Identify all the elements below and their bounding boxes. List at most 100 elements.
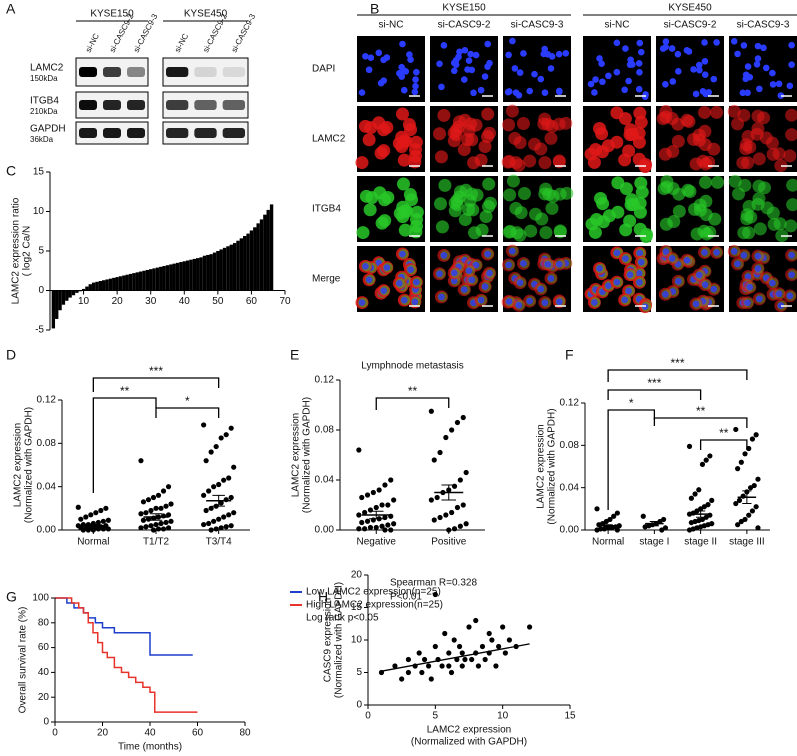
cell <box>482 177 496 191</box>
cell-line-label: KYSE150 <box>90 9 134 20</box>
point <box>747 485 754 491</box>
x-tick-label: Negative <box>357 537 397 548</box>
significance-bracket <box>155 407 220 418</box>
nucleus <box>746 283 754 291</box>
cell-line-label: KYSE450 <box>184 9 228 20</box>
y-axis-label: (Normalized with GAPDH) <box>547 408 558 524</box>
band <box>194 128 217 138</box>
nucleus <box>769 279 776 287</box>
cell <box>397 153 411 167</box>
point <box>601 526 608 532</box>
nucleus <box>398 63 405 71</box>
cell <box>786 178 797 192</box>
x-axis-label: LAMC2 expression <box>427 725 511 736</box>
regression-line <box>381 643 530 672</box>
point <box>426 663 432 669</box>
point <box>208 527 214 533</box>
panel-label: B <box>370 1 379 17</box>
nucleus <box>788 61 795 68</box>
cell <box>410 205 424 219</box>
point <box>148 523 154 529</box>
point <box>707 453 713 459</box>
cell <box>358 119 372 133</box>
y-tick-label: 0.04 <box>37 481 57 492</box>
annotation: Spearman R=0.328 <box>390 578 477 589</box>
cell <box>359 189 373 203</box>
nucleus <box>365 66 373 74</box>
cell <box>542 187 556 201</box>
point <box>738 518 744 525</box>
y-axis-label: LAMC2 expression <box>13 423 24 507</box>
point <box>421 656 428 663</box>
point <box>431 517 437 523</box>
nucleus <box>413 68 420 76</box>
cell <box>659 217 673 231</box>
nucleus <box>412 76 419 83</box>
cell <box>773 217 787 231</box>
cell <box>742 226 756 240</box>
nucleus <box>769 69 776 77</box>
point <box>367 524 374 531</box>
cell <box>395 107 409 121</box>
cell <box>482 126 496 140</box>
point <box>749 436 756 442</box>
cell <box>765 136 779 150</box>
nucleus <box>621 86 628 94</box>
condition-label: si-NC <box>605 20 630 31</box>
cell <box>513 136 527 150</box>
point <box>206 520 212 527</box>
bar <box>142 270 146 291</box>
band <box>127 128 145 138</box>
point <box>416 650 422 656</box>
x-tick-label: 30 <box>145 296 157 307</box>
x-tick-label: 70 <box>279 296 291 307</box>
bar <box>155 267 160 291</box>
x-axis-label: Time (months) <box>118 742 182 753</box>
cell <box>639 230 653 244</box>
band <box>166 100 189 110</box>
y-axis-label: ( log2 Ca/N <box>22 226 33 277</box>
cell <box>392 136 406 150</box>
cell <box>553 225 567 239</box>
cell <box>690 227 704 241</box>
point <box>163 503 169 509</box>
nucleus <box>675 278 682 285</box>
point <box>482 656 488 663</box>
cell <box>502 118 516 132</box>
bar <box>55 290 59 319</box>
nucleus <box>668 45 676 52</box>
point <box>405 669 411 676</box>
cell <box>786 198 797 212</box>
cell <box>666 181 680 195</box>
point <box>168 501 174 507</box>
nucleus <box>440 252 448 259</box>
y-tick-label: 100 <box>32 593 49 604</box>
point <box>160 526 167 532</box>
nucleus <box>636 68 643 76</box>
nucleus <box>675 68 682 75</box>
nucleus <box>362 263 369 270</box>
point <box>228 494 234 501</box>
point <box>469 656 475 663</box>
cell <box>727 104 741 118</box>
y-axis-label: LAMC2 expression <box>291 413 302 497</box>
panel-label: G <box>6 589 17 605</box>
band <box>222 128 245 138</box>
nucleus <box>662 38 670 45</box>
nucleus <box>509 247 516 255</box>
nucleus <box>668 255 676 262</box>
point <box>432 591 438 598</box>
panel-label: A <box>6 1 16 17</box>
point <box>753 432 759 438</box>
point <box>451 637 457 643</box>
cell <box>438 178 452 192</box>
point <box>448 669 455 676</box>
survival-curve <box>55 597 193 656</box>
nucleus <box>734 260 741 268</box>
point <box>446 650 452 656</box>
nucleus <box>613 249 621 257</box>
nucleus <box>622 255 629 262</box>
nucleus <box>690 66 697 73</box>
x-tick-label: stage II <box>684 537 717 548</box>
nucleus <box>669 78 677 85</box>
